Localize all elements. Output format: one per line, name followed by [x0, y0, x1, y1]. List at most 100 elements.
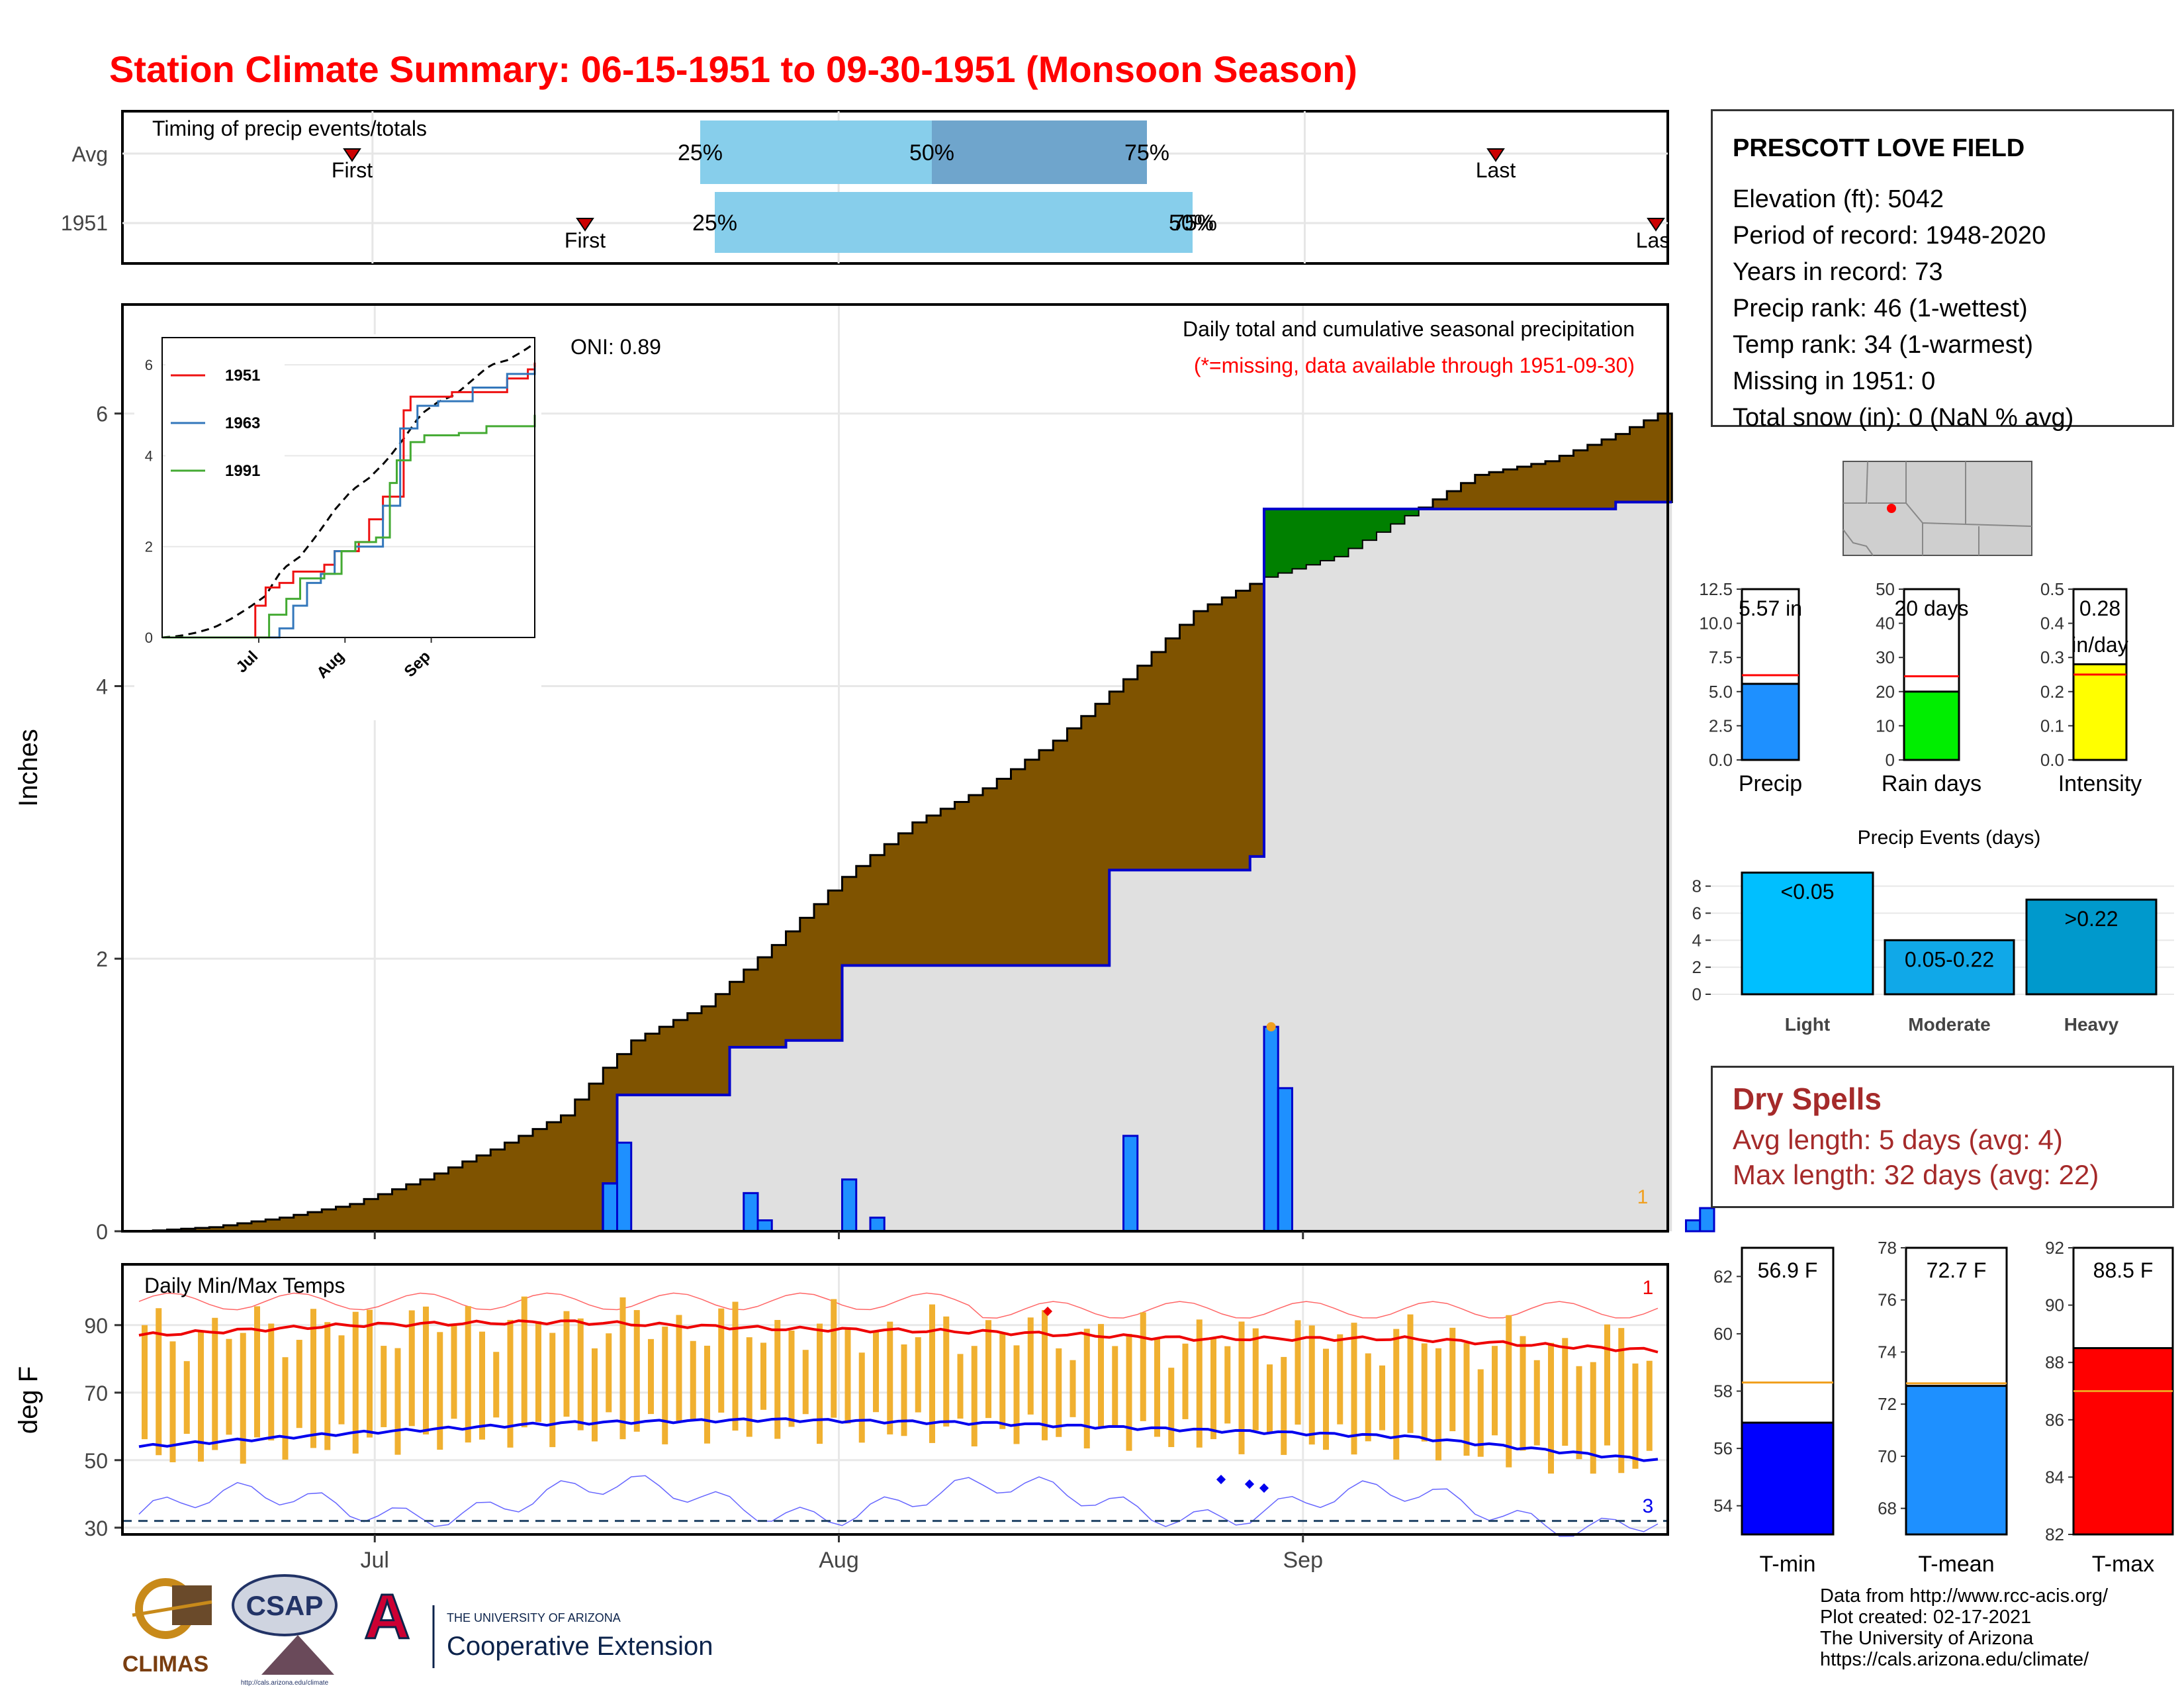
temps-frame: [121, 1263, 1669, 1536]
daily-temp-bar-64: [1042, 1310, 1048, 1440]
daily-temp-bar-106: [1632, 1363, 1639, 1469]
tbar-ytick-label-1-2: 72: [1878, 1394, 1897, 1414]
station-missing: Missing in 1951: 0: [1733, 367, 1936, 395]
temps-ylabel: deg F: [14, 1366, 43, 1434]
events-name-Light: Light: [1785, 1014, 1830, 1035]
tbar-ytick-label-0-0: 54: [1713, 1496, 1733, 1516]
inset-avg-line: [161, 342, 535, 639]
daily-temp-bar-57: [943, 1316, 950, 1427]
timing-avg-last-marker: [1486, 148, 1505, 162]
events-ytick-label-1: 2: [1692, 957, 1702, 977]
summary-ytick-label-1-0: 0: [1886, 750, 1895, 770]
temps-label: Daily Min/Max Temps: [144, 1274, 345, 1297]
timing-year-50: 50%: [1169, 211, 1214, 236]
daily-temp-bar-15: [352, 1311, 359, 1454]
summary-ytick-label-0-2: 5.0: [1709, 682, 1733, 702]
timing-row-avg: Avg: [71, 142, 108, 166]
events-bar-label-Light: <0.05: [1781, 880, 1835, 904]
obs-cumulative-fill: [139, 502, 1672, 1231]
events-bar-Moderate: [1884, 939, 2015, 996]
daily-temp-bar-47: [802, 1350, 809, 1415]
dry-spells-box: Dry Spells Avg length: 5 days (avg: 4) M…: [1711, 1066, 2174, 1208]
credit-source: Data from http://www.rcc-acis.org/: [1820, 1585, 2109, 1607]
tbar-ytick-label-2-0: 82: [2045, 1524, 2064, 1544]
precip-frame: [121, 303, 1669, 1233]
daily-temp-bar-51: [858, 1352, 865, 1443]
daily-precip-bar-0: [602, 1182, 618, 1233]
daily-temp-bar-32: [592, 1348, 598, 1442]
daily-temp-bar-83: [1308, 1325, 1315, 1445]
tbar-ytick-label-1-4: 76: [1878, 1290, 1897, 1310]
daily-temp-bar-54: [901, 1344, 907, 1436]
daily-temp-bar-20: [423, 1306, 429, 1434]
daily-temp-bar-59: [971, 1346, 978, 1447]
timing-year-first: First: [565, 228, 606, 252]
daily-temp-bar-27: [521, 1296, 527, 1428]
dry-spells-avg: Avg length: 5 days (avg: 4): [1733, 1124, 2063, 1155]
inset-legend-label-1991: 1991: [225, 462, 260, 480]
daily-temp-bar-53: [887, 1321, 893, 1434]
tbar-ytick-label-2-1: 84: [2045, 1467, 2064, 1487]
daily-temp-bar-3: [183, 1361, 190, 1434]
temps-xtick-label-0: Jul: [361, 1548, 389, 1573]
events-bar-Heavy: [2025, 898, 2158, 996]
tbar-ytick-label-2-2: 86: [2045, 1410, 2064, 1430]
timing-avg-first: First: [332, 158, 373, 182]
tbar-ytick-label-1-1: 70: [1878, 1446, 1897, 1466]
map-station-dot: [1887, 504, 1896, 513]
tbar-value-label-T-mean: 72.7 F: [1927, 1258, 1987, 1282]
daily-precip-bar-10: [1699, 1207, 1715, 1233]
timing-year-bar: [715, 192, 1193, 253]
daily-temp-bar-31: [577, 1318, 584, 1430]
summary-value-label-Precip: 5.57 in: [1739, 596, 1802, 620]
daily-temp-bar-77: [1224, 1346, 1231, 1424]
daily-temp-bar-22: [451, 1323, 457, 1419]
inset-series-1963: [162, 367, 536, 639]
daily-temp-bar-11: [296, 1340, 302, 1429]
inset-frame: [161, 337, 535, 638]
timing-label: Timing of precip events/totals: [152, 117, 427, 140]
daily-temp-bar-21: [437, 1332, 443, 1450]
tbar-value-label-T-max: 88.5 F: [2093, 1258, 2154, 1282]
daily-temp-bar-29: [549, 1333, 556, 1448]
events-name-Moderate: Moderate: [1908, 1014, 1990, 1035]
summary-ytick-label-1-5: 50: [1876, 579, 1895, 599]
daily-temp-bar-19: [408, 1310, 415, 1427]
daily-temp-bar-40: [704, 1345, 710, 1444]
daily-temp-bar-88: [1379, 1365, 1385, 1430]
daily-temp-bar-95: [1477, 1369, 1484, 1457]
daily-temp-bar-23: [465, 1306, 471, 1443]
daily-temp-bar-26: [507, 1319, 514, 1448]
oni-label: ONI: 0.89: [570, 335, 661, 359]
tbar-ytick-label-1-0: 68: [1878, 1499, 1897, 1519]
daily-temp-bar-56: [929, 1304, 935, 1443]
precip-ytick-label-2: 4: [96, 675, 108, 698]
timing-avg-50: 50%: [909, 140, 954, 165]
summary-bar-Intensity: [2072, 663, 2128, 761]
daily-temp-bar-45: [774, 1320, 781, 1439]
ua-logo-letter: A: [364, 1581, 410, 1652]
temps-ytick-label-1: 50: [84, 1449, 108, 1473]
temps-ytick-label-0: 30: [84, 1517, 108, 1540]
inset-ytick-2: 4: [145, 447, 153, 464]
inset-ytick-0: 0: [145, 630, 153, 646]
daily-temp-bar-104: [1604, 1324, 1610, 1446]
tbar-ytick-label-1-5: 78: [1878, 1238, 1897, 1258]
daily-temp-bar-66: [1069, 1360, 1076, 1417]
summary-ytick-label-0-3: 7.5: [1709, 647, 1733, 667]
daily-temp-bar-52: [873, 1331, 879, 1413]
timing-avg-last: Last: [1476, 158, 1516, 182]
daily-temp-bar-107: [1646, 1360, 1653, 1451]
daily-temp-bar-92: [1435, 1348, 1441, 1461]
precip-caption: Daily total and cumulative seasonal prec…: [1183, 317, 1635, 341]
inset-legend-label-1951: 1951: [225, 367, 260, 385]
timing-year-last: Last: [1636, 228, 1676, 252]
daily-temp-bar-36: [648, 1338, 654, 1415]
daily-temp-bar-7: [240, 1333, 246, 1464]
daily-temp-bar-9: [268, 1323, 275, 1441]
credits: Data from http://www.rcc-acis.org/ Plot …: [1820, 1585, 2108, 1670]
station-years: Years in record: 73: [1733, 258, 1943, 286]
summary-ytick-label-2-5: 0.5: [2040, 579, 2064, 599]
events-bar-label-Heavy: >0.22: [2065, 907, 2118, 931]
